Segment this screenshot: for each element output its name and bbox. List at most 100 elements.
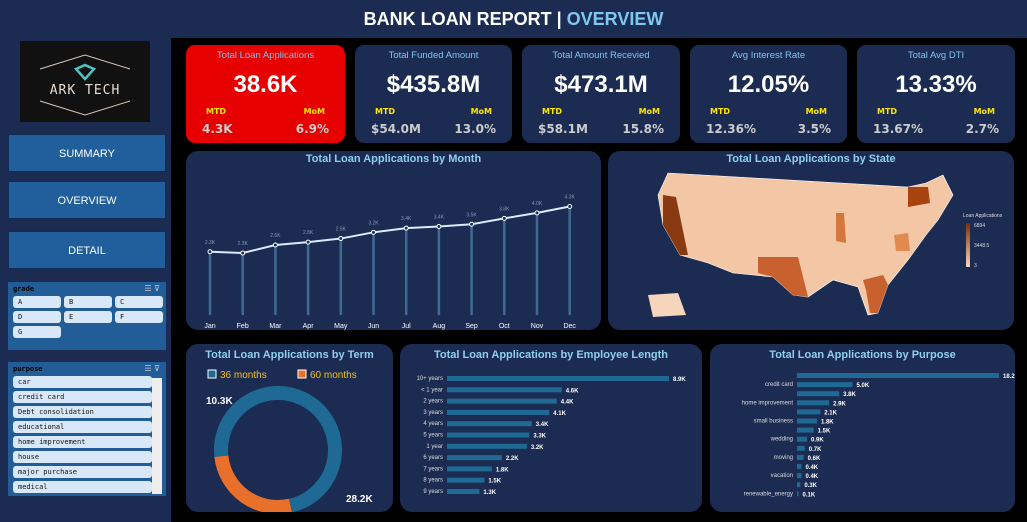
data-label: 0.6K xyxy=(808,456,821,462)
data-label: 0.9K xyxy=(811,438,824,444)
month-tick: Aug xyxy=(433,323,446,330)
category-label: 5 years xyxy=(423,433,443,439)
nav-overview-button[interactable]: OVERVIEW xyxy=(8,181,166,219)
logo-icon xyxy=(39,54,131,116)
legend-swatch xyxy=(207,369,217,379)
data-label: 3.2K xyxy=(531,445,544,451)
state-florida[interactable] xyxy=(863,275,888,313)
state-texas[interactable] xyxy=(758,257,808,297)
mtd-value: 12.36% xyxy=(706,122,756,136)
category-label: 6 years xyxy=(423,455,443,461)
data-label: 3.4K xyxy=(434,214,445,220)
bar xyxy=(447,387,562,393)
bar xyxy=(797,491,799,497)
month-tick: Dec xyxy=(563,323,576,330)
nav-summary-button[interactable]: SUMMARY xyxy=(8,134,166,172)
donut-slice xyxy=(214,386,342,512)
purpose-option[interactable]: medical xyxy=(13,481,152,493)
grade-option[interactable]: D xyxy=(13,311,61,323)
purpose-option[interactable]: car xyxy=(13,376,152,388)
data-label: 3.3K xyxy=(533,434,546,440)
category-label: 1 year xyxy=(426,444,443,450)
bar xyxy=(447,477,485,483)
bar xyxy=(447,466,492,472)
legend-swatch xyxy=(297,369,307,379)
grade-option[interactable]: A xyxy=(13,296,61,308)
purpose-option[interactable]: educational xyxy=(13,421,152,433)
multi-select-filter-clear-icon[interactable]: ☰ ⊽ xyxy=(144,284,160,293)
data-label: 5.0K xyxy=(856,383,869,389)
term-chart-panel: Total Loan Applications by Term 36 month… xyxy=(186,344,393,512)
mom-label: MoM xyxy=(303,107,325,116)
data-point xyxy=(567,204,573,210)
data-point xyxy=(338,236,344,242)
data-label: 1.3K xyxy=(483,490,496,496)
kpi-card: Total Funded Amount $435.8M MTD MoM $54.0M… xyxy=(355,45,512,143)
data-label: 8.9K xyxy=(673,377,686,383)
month-tick: Mar xyxy=(269,323,282,330)
purpose-option[interactable]: Debt consolidation xyxy=(13,406,152,418)
data-label: 2.2K xyxy=(506,456,519,462)
mom-label: MoM xyxy=(805,107,827,116)
month-tick: Sep xyxy=(465,323,478,330)
purpose-option[interactable]: major purchase xyxy=(13,466,152,478)
chart-title: Total Loan Applications by Month xyxy=(305,153,482,165)
data-label: 18.2K xyxy=(1003,374,1015,380)
state-alaska[interactable] xyxy=(648,293,686,317)
kpi-title: Total Amount Recevied xyxy=(552,50,650,61)
trend-line xyxy=(209,205,570,254)
grade-option[interactable]: B xyxy=(64,296,112,308)
data-label: 4.1K xyxy=(553,411,566,417)
month-chart-panel: Total Loan Applications by Month 2.3K Jan… xyxy=(186,151,601,330)
scrollbar[interactable] xyxy=(152,378,162,494)
grade-option[interactable]: G xyxy=(13,326,61,338)
state-illinois[interactable] xyxy=(836,213,846,243)
kpi-title: Avg Interest Rate xyxy=(731,50,806,61)
mom-value: 13.0% xyxy=(454,122,496,136)
state-virginia[interactable] xyxy=(894,233,910,251)
kpi-value: $435.8M xyxy=(386,71,481,98)
month-tick: Jul xyxy=(402,323,411,330)
category-label: 8 years xyxy=(423,478,443,484)
purpose-option[interactable]: home improvement xyxy=(13,436,152,448)
purpose-option[interactable]: house xyxy=(13,451,152,463)
bar xyxy=(447,421,532,427)
mtd-value: $54.0M xyxy=(371,122,421,136)
mtd-label: MTD xyxy=(206,107,227,116)
bar xyxy=(447,376,669,381)
multi-select-filter-clear-icon[interactable]: ☰ ⊽ xyxy=(144,364,160,373)
grade-option[interactable]: E xyxy=(64,311,112,323)
mtd-value: 13.67% xyxy=(873,122,923,136)
kpi-card: Avg Interest Rate 12.05% MTD MoM 12.36% 3.5… xyxy=(690,45,847,143)
purpose-option[interactable]: credit card xyxy=(13,391,152,403)
state-new-york[interactable] xyxy=(908,187,930,207)
mtd-label: MTD xyxy=(375,107,396,116)
data-label: 3.2K xyxy=(368,220,379,226)
us-state-map[interactable]: Loan Applications 6894 3448.5 3 xyxy=(608,165,1014,330)
bar xyxy=(797,482,801,488)
state-california[interactable] xyxy=(663,195,688,255)
data-label: 3.4K xyxy=(536,422,549,428)
category-label: wedding xyxy=(770,437,793,443)
data-label: 2.6K xyxy=(270,233,281,239)
chart-title: Total Loan Applications by Employee Leng… xyxy=(433,349,669,361)
bar xyxy=(447,409,550,415)
data-label: 3.5K xyxy=(466,212,477,218)
kpi-title: Total Funded Amount xyxy=(388,50,479,61)
data-label: 4.0K xyxy=(532,201,543,207)
data-label: 0.4K xyxy=(805,474,818,480)
kpi-value: $473.1M xyxy=(554,71,648,98)
data-point xyxy=(272,242,278,248)
data-label: 4.4K xyxy=(561,400,574,406)
category-label: 3 years xyxy=(423,410,443,416)
data-point xyxy=(240,250,246,256)
bar xyxy=(797,391,840,397)
bar xyxy=(797,400,830,406)
donut-slice xyxy=(214,455,292,512)
grade-option[interactable]: F xyxy=(115,311,163,323)
emp-length-bar-chart: 10+ years 8.9K < 1 year 4.6K 2 years 4.4K 3 ye… xyxy=(416,376,686,496)
title-highlight: OVERVIEW xyxy=(566,9,664,29)
nav-detail-button[interactable]: DETAIL xyxy=(8,231,166,269)
grade-option[interactable]: C xyxy=(115,296,163,308)
